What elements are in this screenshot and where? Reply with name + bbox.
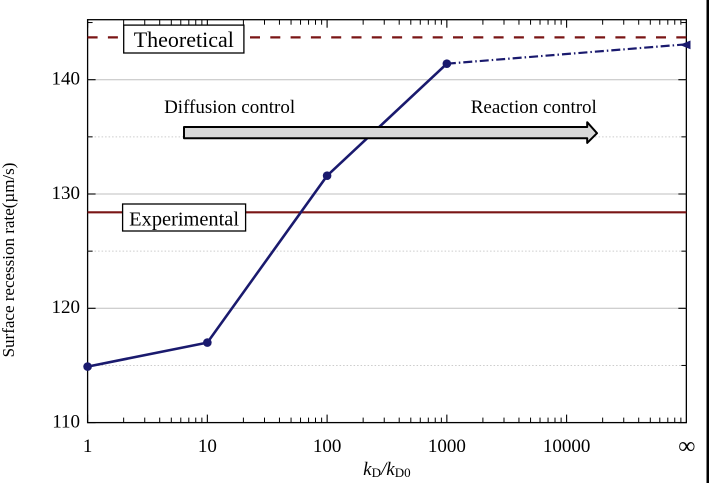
svg-text:Theoretical: Theoretical [134, 27, 234, 52]
svg-text:100: 100 [313, 436, 342, 457]
svg-text:130: 130 [52, 183, 81, 204]
svg-text:10000: 10000 [543, 436, 591, 457]
svg-text:∞: ∞ [678, 434, 695, 460]
svg-text:1: 1 [83, 436, 93, 457]
svg-text:kD/kD0: kD/kD0 [363, 459, 410, 480]
svg-text:Reaction control: Reaction control [471, 97, 597, 118]
svg-text:1000: 1000 [428, 436, 466, 457]
svg-text:10: 10 [198, 436, 217, 457]
svg-text:Diffusion control: Diffusion control [164, 97, 295, 118]
svg-text:Surface recession rate(µm/s): Surface recession rate(µm/s) [0, 163, 18, 358]
svg-text:120: 120 [52, 297, 81, 318]
svg-text:140: 140 [52, 69, 81, 90]
svg-text:110: 110 [52, 411, 80, 432]
svg-text:Experimental: Experimental [129, 208, 239, 230]
